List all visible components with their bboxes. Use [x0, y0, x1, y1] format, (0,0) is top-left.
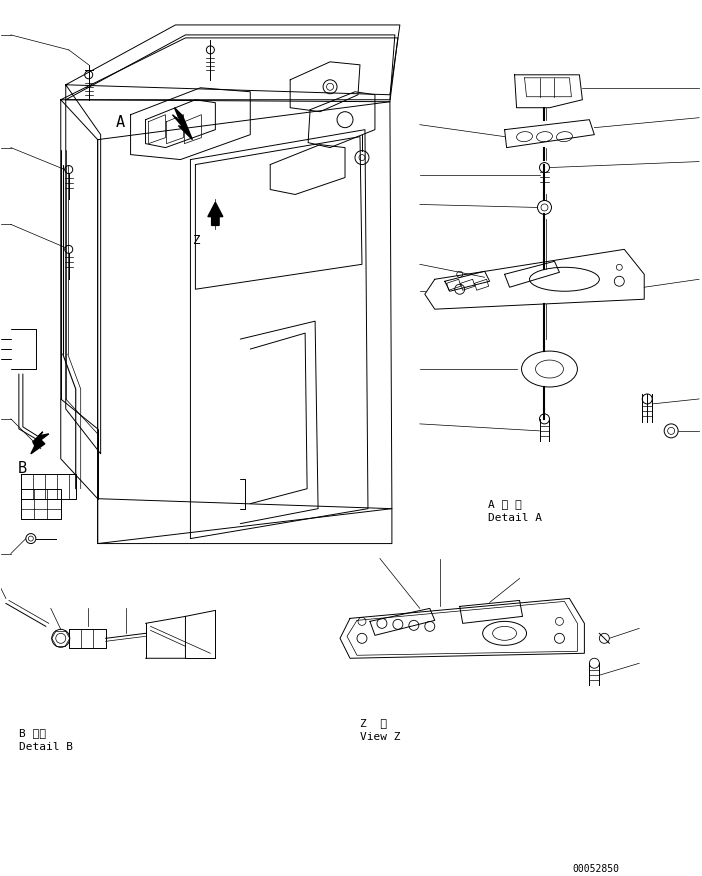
Text: Detail B: Detail B [19, 742, 73, 752]
Text: Detail A: Detail A [488, 512, 542, 523]
Polygon shape [173, 108, 192, 139]
Polygon shape [31, 432, 49, 454]
Text: B 詳細: B 詳細 [19, 728, 46, 738]
Text: Z: Z [194, 235, 201, 247]
Text: Z  視: Z 視 [360, 718, 387, 728]
Polygon shape [208, 202, 223, 225]
Text: A: A [116, 115, 125, 130]
Text: 00052850: 00052850 [572, 864, 619, 873]
Text: A 詳 細: A 詳 細 [488, 498, 522, 509]
Text: B: B [18, 461, 27, 476]
Text: View Z: View Z [360, 732, 400, 742]
